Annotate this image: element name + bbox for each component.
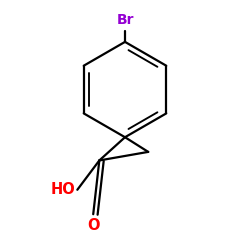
Text: O: O [87, 218, 100, 233]
Text: HO: HO [50, 182, 75, 197]
Text: Br: Br [116, 13, 134, 27]
